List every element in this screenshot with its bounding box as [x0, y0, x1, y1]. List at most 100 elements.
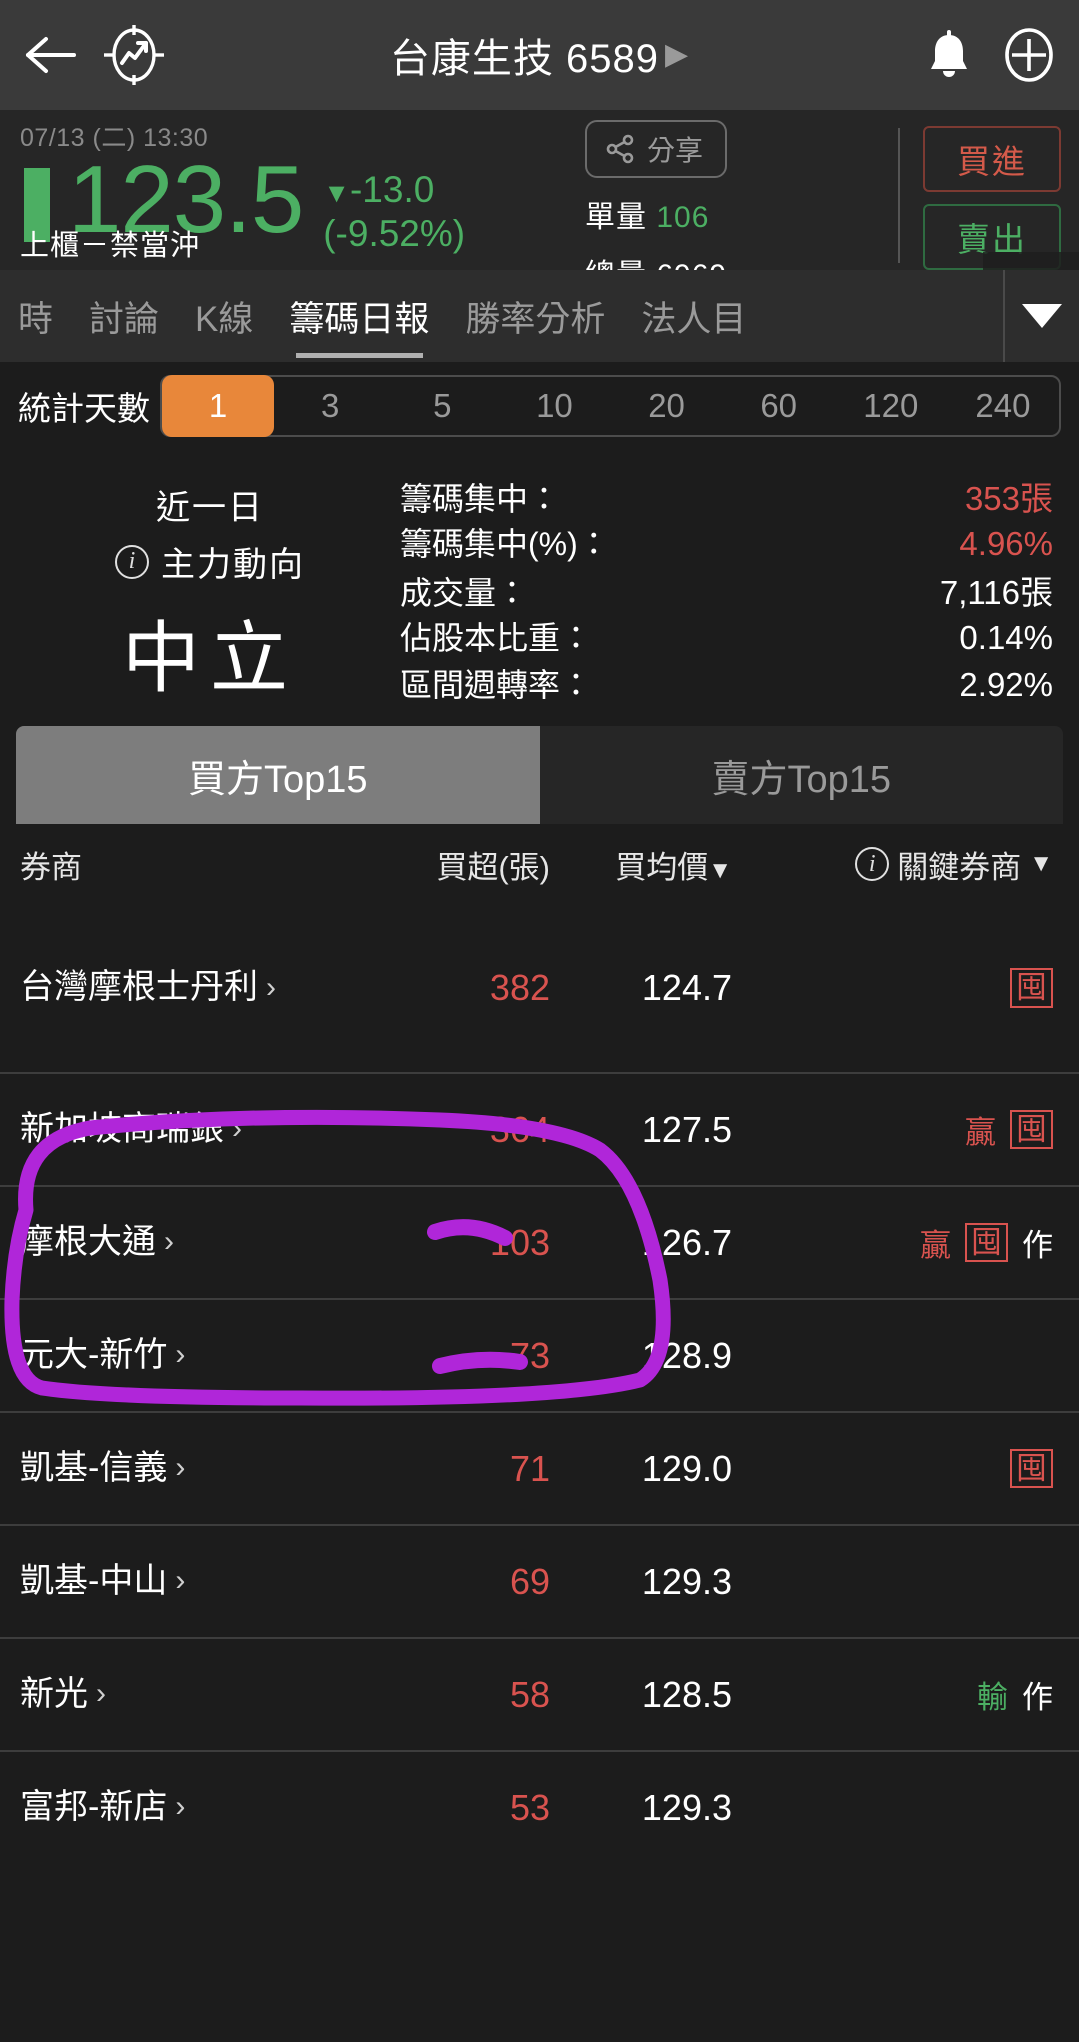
chevron-down-icon — [1022, 304, 1062, 328]
sort-caret-icon: ▼ — [1029, 850, 1053, 877]
broker-name: 凱基-信義 — [20, 1448, 168, 1487]
main-force-trend-label: 主力動向 — [161, 546, 305, 584]
tab-institutional[interactable]: 法人目 — [641, 299, 747, 339]
day-chip-10[interactable]: 10 — [536, 387, 573, 424]
stat-label: 成交量： — [400, 575, 529, 611]
last-price: 123.5 — [68, 146, 304, 253]
tag-hoard: 囤 — [1010, 968, 1053, 1008]
day-chip-20[interactable]: 20 — [648, 387, 685, 424]
column-header-avg-price[interactable]: 買均價▼ — [550, 842, 740, 887]
net-buy-value: 364 — [489, 1108, 550, 1150]
chevron-right-icon: › — [96, 1677, 106, 1711]
table-row[interactable]: 富邦-新店 › 53 129.3 — [0, 1750, 1079, 1863]
day-chip-5[interactable]: 5 — [433, 387, 452, 424]
chevron-right-icon: › — [232, 1112, 242, 1146]
summary-period: 近一日 — [156, 489, 264, 527]
table-row[interactable]: 新加坡商瑞銀 › 364 127.5 贏 囤 — [0, 1072, 1079, 1185]
stat-label: 籌碼集中： — [400, 481, 561, 517]
quote-timestamp: 07/13 (二) 13:30 — [20, 124, 209, 152]
stat-value: 0.14% — [959, 619, 1053, 656]
avg-price-value: 129.3 — [641, 1786, 732, 1828]
column-header-avg-price-label: 買均價 — [615, 849, 709, 885]
table-row[interactable]: 元大-新竹 › 73 128.9 — [0, 1298, 1079, 1411]
tab-chip-daily-report[interactable]: 籌碼日報 — [271, 270, 447, 362]
broker-name-cell[interactable]: 凱基-信義 › — [20, 1446, 390, 1492]
title-caret-icon: ▶ — [665, 38, 690, 71]
plus-circle-icon[interactable] — [1003, 27, 1055, 83]
broker-name: 台灣摩根士丹利 — [20, 968, 258, 1007]
broker-name: 摩根大通 — [20, 1222, 156, 1261]
broker-name-cell[interactable]: 新加坡商瑞銀 › — [20, 1107, 390, 1153]
table-row[interactable]: 凱基-中山 › 69 129.3 — [0, 1524, 1079, 1637]
broker-name-cell[interactable]: 凱基-中山 › — [20, 1559, 390, 1605]
broker-name: 元大-新竹 — [20, 1335, 168, 1374]
market-note: 上櫃－禁當沖 — [20, 230, 201, 262]
avg-price-value: 128.9 — [641, 1334, 732, 1376]
tab-sell-top15[interactable]: 賣方Top15 — [539, 726, 1063, 824]
quote-mid-group: 分享 單量 106 總量 6969 — [585, 120, 875, 294]
tab-bar-divider — [1003, 270, 1005, 362]
column-header-key-broker[interactable]: i 關鍵券商 ▼ — [740, 842, 1059, 887]
tab-discussion[interactable]: 討論 — [89, 299, 160, 339]
bell-icon[interactable] — [925, 29, 973, 81]
broker-name: 新光 — [20, 1674, 88, 1713]
stat-row-period-turnover-rate: 區間週轉率： 2.92% — [400, 660, 1059, 707]
tab-realtime[interactable]: 時 — [18, 299, 54, 339]
stat-value: 2.92% — [959, 666, 1053, 703]
key-broker-tags: 囤 — [740, 968, 1059, 1008]
stat-label: 佔股本比重： — [400, 620, 593, 656]
buy-button[interactable]: 買進 — [923, 126, 1061, 192]
net-buy-value: 382 — [489, 967, 550, 1008]
broker-name-cell[interactable]: 台灣摩根士丹利 › — [20, 965, 390, 1011]
broker-name: 新加坡商瑞銀 — [20, 1109, 224, 1148]
column-header-key-broker-label: 關鍵券商 — [897, 849, 1022, 885]
app-bar-left-group — [24, 23, 166, 87]
day-chip-60[interactable]: 60 — [760, 387, 798, 424]
stat-row-chip-concentration: 籌碼集中： 353張 — [400, 472, 1059, 519]
broker-name-cell[interactable]: 富邦-新店 › — [20, 1785, 390, 1831]
single-volume-value: 106 — [656, 201, 710, 234]
share-button[interactable]: 分享 — [585, 120, 728, 178]
chevron-right-icon: › — [164, 1225, 174, 1259]
day-chip-3[interactable]: 3 — [321, 387, 340, 424]
day-selector-track: 1 3 5 10 20 60 120 240 — [160, 375, 1061, 437]
main-force-verdict: 中立 — [121, 614, 298, 702]
table-row[interactable]: 新光 › 58 128.5 輸 作 — [0, 1637, 1079, 1750]
app-bar-right-group — [925, 27, 1055, 83]
broker-name-cell[interactable]: 元大-新竹 › — [20, 1333, 390, 1379]
broker-name: 凱基-中山 — [20, 1561, 168, 1600]
back-arrow-icon[interactable] — [24, 33, 76, 77]
tab-win-rate-analysis[interactable]: 勝率分析 — [465, 299, 606, 339]
info-icon[interactable]: i — [855, 847, 890, 881]
day-chip-120[interactable]: 120 — [863, 387, 919, 424]
day-chip-240[interactable]: 240 — [975, 387, 1031, 424]
price-change-row: ▼-13.0 — [323, 168, 465, 212]
avg-price-value: 128.5 — [641, 1673, 732, 1715]
main-force-trend-row: i 主力動向 — [20, 537, 400, 586]
broker-name-cell[interactable]: 新光 › — [20, 1672, 390, 1718]
avg-price-value: 129.3 — [641, 1560, 732, 1602]
net-buy-value: 103 — [489, 1221, 550, 1263]
column-header-broker: 券商 — [20, 849, 82, 885]
key-broker-tags: 囤 — [740, 1448, 1059, 1489]
stat-value: 7,116張 — [939, 574, 1053, 611]
radar-trend-icon[interactable] — [102, 23, 166, 87]
table-row[interactable]: 摩根大通 › 103 126.7 贏 囤 作 — [0, 1185, 1079, 1298]
price-change-group: ▼-13.0 (-9.52%) — [323, 168, 465, 255]
net-buy-value: 71 — [509, 1447, 550, 1489]
broker-name-cell[interactable]: 摩根大通 › — [20, 1220, 390, 1266]
day-chip-1[interactable]: 1 — [162, 375, 275, 437]
tag-operate: 作 — [1022, 1228, 1053, 1263]
tag-hoard: 囤 — [1010, 1448, 1053, 1489]
tab-buy-top15[interactable]: 買方Top15 — [16, 726, 540, 824]
chevron-right-icon: › — [175, 1564, 186, 1598]
section-tab-bar: 時 討論 K線 籌碼日報 勝率分析 法人目 — [0, 270, 1079, 362]
stat-label: 籌碼集中(%)： — [400, 526, 610, 562]
info-icon[interactable]: i — [115, 544, 149, 579]
net-buy-value: 73 — [509, 1334, 550, 1376]
table-row[interactable]: 台灣摩根士丹利 › 382 124.7 囤 — [0, 904, 1079, 1072]
table-row[interactable]: 凱基-信義 › 71 129.0 囤 — [0, 1411, 1079, 1524]
tab-expand-button[interactable] — [1005, 270, 1079, 362]
net-buy-value: 58 — [509, 1673, 550, 1715]
tab-kline[interactable]: K線 — [195, 299, 254, 339]
